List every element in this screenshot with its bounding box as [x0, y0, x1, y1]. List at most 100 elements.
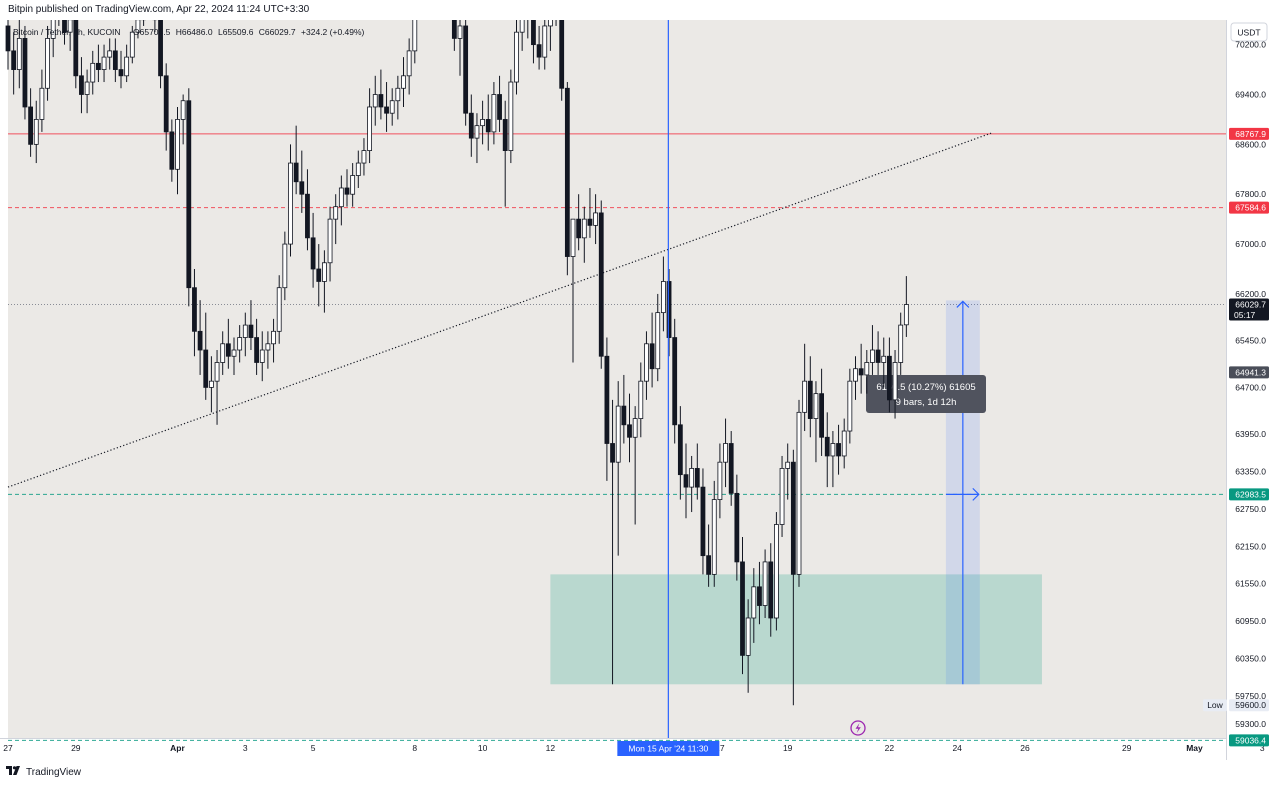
candle[interactable] [604, 337, 610, 481]
candle[interactable] [299, 150, 305, 213]
candle[interactable] [898, 312, 904, 375]
candle[interactable] [338, 175, 344, 226]
candle[interactable] [717, 443, 723, 519]
candle[interactable] [231, 337, 237, 375]
currency-button[interactable]: USDT [1230, 22, 1268, 42]
candle[interactable] [480, 100, 486, 145]
candle[interactable] [887, 337, 892, 413]
candle[interactable] [22, 25, 28, 120]
candle[interactable] [62, 20, 67, 45]
candle[interactable] [627, 393, 632, 463]
candle[interactable] [903, 276, 909, 337]
candle[interactable] [203, 312, 209, 400]
candle[interactable] [135, 20, 141, 39]
candle[interactable] [395, 75, 401, 120]
candle[interactable] [593, 194, 598, 245]
candle[interactable] [355, 150, 361, 188]
candle[interactable] [644, 331, 649, 400]
y-axis[interactable]: 59300.0 59750.0 60350.0 60950.0 61550.0 62150… [1235, 40, 1266, 729]
candle[interactable] [858, 343, 864, 394]
candle[interactable] [497, 75, 502, 132]
candle[interactable] [11, 32, 17, 95]
candle[interactable] [864, 350, 870, 394]
candle[interactable] [881, 337, 887, 388]
candle[interactable] [401, 57, 406, 107]
candle[interactable] [734, 474, 740, 581]
candle[interactable] [372, 75, 378, 126]
candle[interactable] [406, 38, 412, 95]
measure-tool[interactable]: 6160.5 (10.27%) 61605 9 bars, 1d 12h [866, 300, 986, 685]
candle[interactable] [796, 399, 802, 587]
candle[interactable] [836, 424, 841, 475]
candle[interactable] [474, 113, 480, 164]
candle[interactable] [254, 318, 260, 375]
candle[interactable] [598, 200, 604, 369]
candle[interactable] [638, 362, 644, 438]
candle[interactable] [28, 88, 34, 157]
candle[interactable] [468, 94, 474, 157]
candle[interactable] [807, 356, 813, 438]
candle[interactable] [152, 20, 158, 33]
candle[interactable] [367, 88, 373, 164]
candle[interactable] [531, 20, 536, 64]
candle[interactable] [700, 468, 706, 575]
candle[interactable] [310, 212, 316, 288]
lightning-icon[interactable] [850, 720, 866, 736]
candle[interactable] [169, 119, 175, 182]
candle[interactable] [824, 412, 830, 488]
candle[interactable] [237, 325, 243, 363]
candle[interactable] [112, 38, 118, 83]
candle[interactable] [129, 25, 135, 64]
candle[interactable] [333, 194, 339, 245]
candle[interactable] [745, 599, 751, 693]
candle[interactable] [192, 269, 197, 357]
candle[interactable] [361, 138, 367, 176]
candle[interactable] [457, 20, 463, 76]
candle[interactable] [768, 543, 774, 637]
candle[interactable] [33, 100, 39, 164]
candle[interactable] [892, 350, 898, 419]
candle[interactable] [107, 38, 113, 70]
candle[interactable] [271, 318, 276, 363]
candle[interactable] [774, 512, 779, 631]
candle[interactable] [50, 20, 56, 58]
candle[interactable] [587, 187, 593, 238]
candle[interactable] [819, 368, 824, 456]
candle[interactable] [242, 312, 248, 357]
candle[interactable] [67, 20, 73, 51]
candle[interactable] [564, 82, 570, 276]
candle[interactable] [225, 318, 231, 369]
candle[interactable] [316, 244, 322, 307]
candle[interactable] [293, 125, 299, 195]
candle[interactable] [853, 356, 858, 400]
price-chart[interactable]: 6160.5 (10.27%) 61605 9 bars, 1d 12h Bitc… [0, 20, 1280, 760]
candle[interactable] [570, 218, 576, 363]
candle[interactable] [813, 381, 819, 463]
candle[interactable] [175, 106, 180, 195]
candle[interactable] [5, 20, 11, 70]
candle[interactable] [180, 94, 186, 145]
candle[interactable] [711, 480, 717, 587]
candle[interactable] [451, 20, 457, 51]
candle[interactable] [779, 455, 785, 537]
candle[interactable] [502, 100, 508, 207]
candle[interactable] [79, 57, 84, 114]
candle[interactable] [757, 561, 762, 625]
candle[interactable] [276, 275, 282, 344]
candle[interactable] [73, 20, 79, 89]
candles-layer[interactable] [5, 20, 909, 706]
candle[interactable] [847, 368, 853, 444]
candle[interactable] [649, 312, 655, 388]
candle[interactable] [118, 50, 124, 89]
candle[interactable] [45, 25, 50, 101]
candle[interactable] [655, 293, 661, 382]
candle[interactable] [327, 206, 333, 282]
candle[interactable] [321, 250, 327, 313]
candle[interactable] [870, 325, 875, 375]
candle[interactable] [259, 331, 265, 382]
candle[interactable] [124, 44, 130, 83]
candle[interactable] [706, 524, 711, 587]
candle[interactable] [389, 88, 395, 126]
candle[interactable] [875, 331, 881, 375]
candle[interactable] [751, 568, 757, 643]
